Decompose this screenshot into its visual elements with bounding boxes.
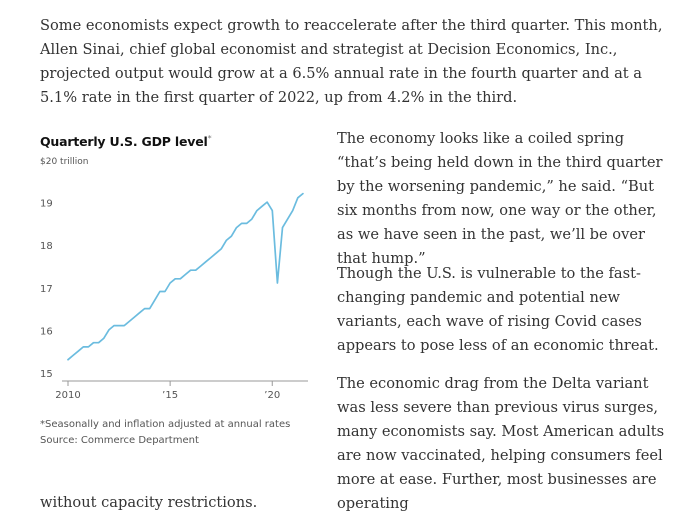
y-tick-label: 19 xyxy=(40,199,53,210)
chart-title-text: Quarterly U.S. GDP level xyxy=(40,134,208,150)
gdp-chart: 15 16 17 18 19 $20 trillion 2010 ’15 ’20 Quarter… xyxy=(40,130,330,460)
x-tick-label: ’15 xyxy=(162,390,178,401)
chart-source: Source: Commerce Department xyxy=(40,435,199,446)
gdp-chart-plot: 15 16 17 18 19 $20 trillion 2010 ’15 ’20 xyxy=(40,157,308,401)
continuation-paragraph: without capacity restrictions. xyxy=(40,494,258,511)
delta-paragraph: The economic drag from the Delta variant… xyxy=(337,375,665,512)
pandemic-paragraph: Though the U.S. is vulnerable to the fas… xyxy=(337,265,659,354)
y-tick-label: 15 xyxy=(40,369,53,380)
intro-paragraph: Some economists expect growth to reaccel… xyxy=(40,17,663,106)
x-tick-label: 2010 xyxy=(55,390,80,401)
chart-footnote: *Seasonally and inflation adjusted at an… xyxy=(40,419,291,430)
quote-paragraph: The economy looks like a coiled spring “… xyxy=(337,130,663,267)
gdp-series-line xyxy=(67,192,304,361)
chart-title: Quarterly U.S. GDP level* xyxy=(40,134,212,150)
y-tick-label: $20 trillion xyxy=(40,157,88,167)
y-tick-label: 16 xyxy=(40,326,53,337)
chart-title-marker: * xyxy=(207,134,212,143)
x-tick-label: ’20 xyxy=(264,390,280,401)
y-tick-label: 17 xyxy=(40,284,53,295)
y-tick-label: 18 xyxy=(40,241,53,252)
